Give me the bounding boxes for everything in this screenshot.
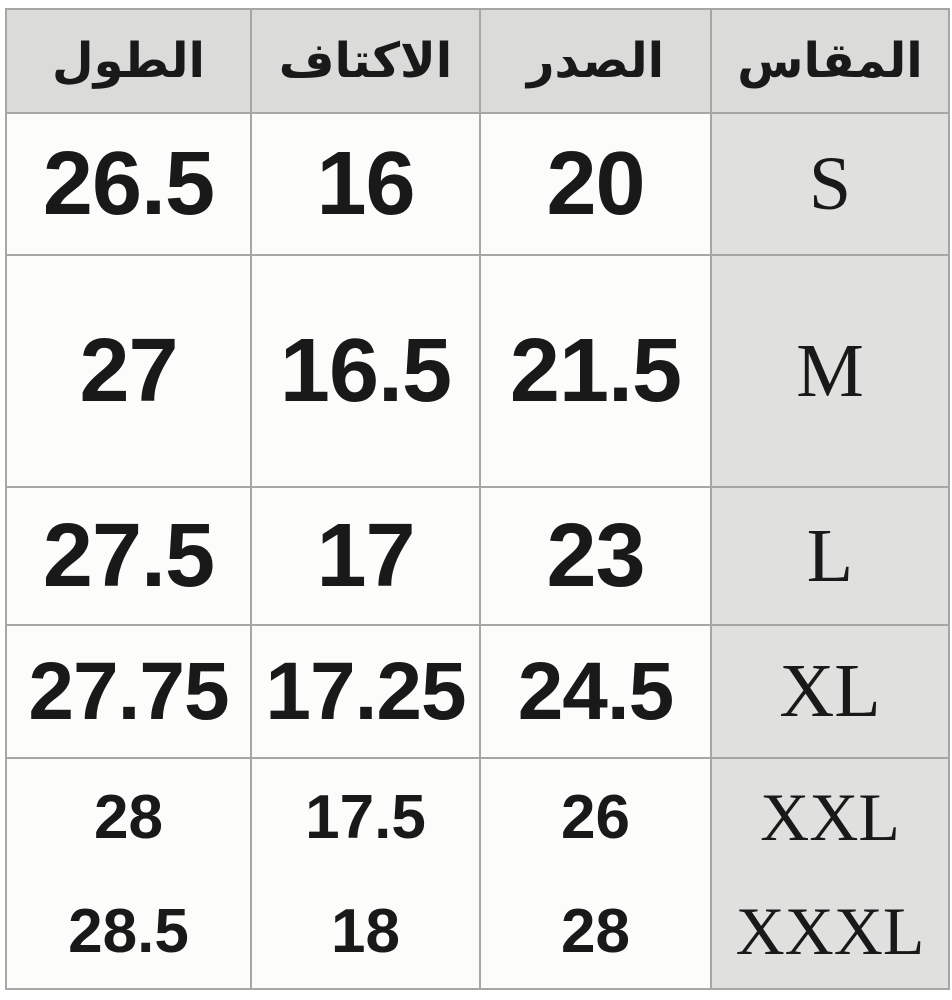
cell-size-xxxl: XXXL (710, 875, 950, 990)
cell-length-m: 27 (5, 254, 252, 488)
header-row: المقاس الصدر الاكتاف الطول (5, 8, 950, 114)
cell-shoulders-m: 16.5 (250, 254, 481, 488)
cell-size-xl: XL (710, 624, 950, 759)
cell-chest-s: 20 (479, 112, 712, 256)
table-row-m: M 21.5 16.5 27 (5, 254, 950, 488)
table-row-l: L 23 17 27.5 (5, 486, 950, 626)
header-cell-chest: الصدر (479, 8, 712, 114)
cell-size-l: L (710, 486, 950, 626)
cell-chest-l: 23 (479, 486, 712, 626)
cell-chest-m: 21.5 (479, 254, 712, 488)
table-row-xxxl: XXXL 28 18 28.5 (5, 875, 950, 990)
cell-shoulders-xl: 17.25 (250, 624, 481, 759)
size-chart-table: المقاس الصدر الاكتاف الطول S 20 16 26.5 … (5, 8, 950, 990)
header-cell-length: الطول (5, 8, 252, 114)
cell-size-s: S (710, 112, 950, 256)
header-cell-shoulders: الاكتاف (250, 8, 481, 114)
cell-length-xl: 27.75 (5, 624, 252, 759)
cell-shoulders-xxxl: 18 (250, 875, 481, 990)
cell-chest-xxxl: 28 (479, 875, 712, 990)
header-cell-size: المقاس (710, 8, 950, 114)
cell-length-l: 27.5 (5, 486, 252, 626)
cell-length-xxxl: 28.5 (5, 875, 252, 990)
table-row-s: S 20 16 26.5 (5, 112, 950, 256)
cell-shoulders-s: 16 (250, 112, 481, 256)
cell-length-s: 26.5 (5, 112, 252, 256)
cell-shoulders-l: 17 (250, 486, 481, 626)
table-row-xl: XL 24.5 17.25 27.75 (5, 624, 950, 759)
table-row-xxl: XXL 26 17.5 28 (5, 757, 950, 876)
cell-chest-xl: 24.5 (479, 624, 712, 759)
cell-length-xxl: 28 (5, 757, 252, 876)
cell-size-m: M (710, 254, 950, 488)
cell-chest-xxl: 26 (479, 757, 712, 876)
cell-size-xxl: XXL (710, 757, 950, 876)
cell-shoulders-xxl: 17.5 (250, 757, 481, 876)
